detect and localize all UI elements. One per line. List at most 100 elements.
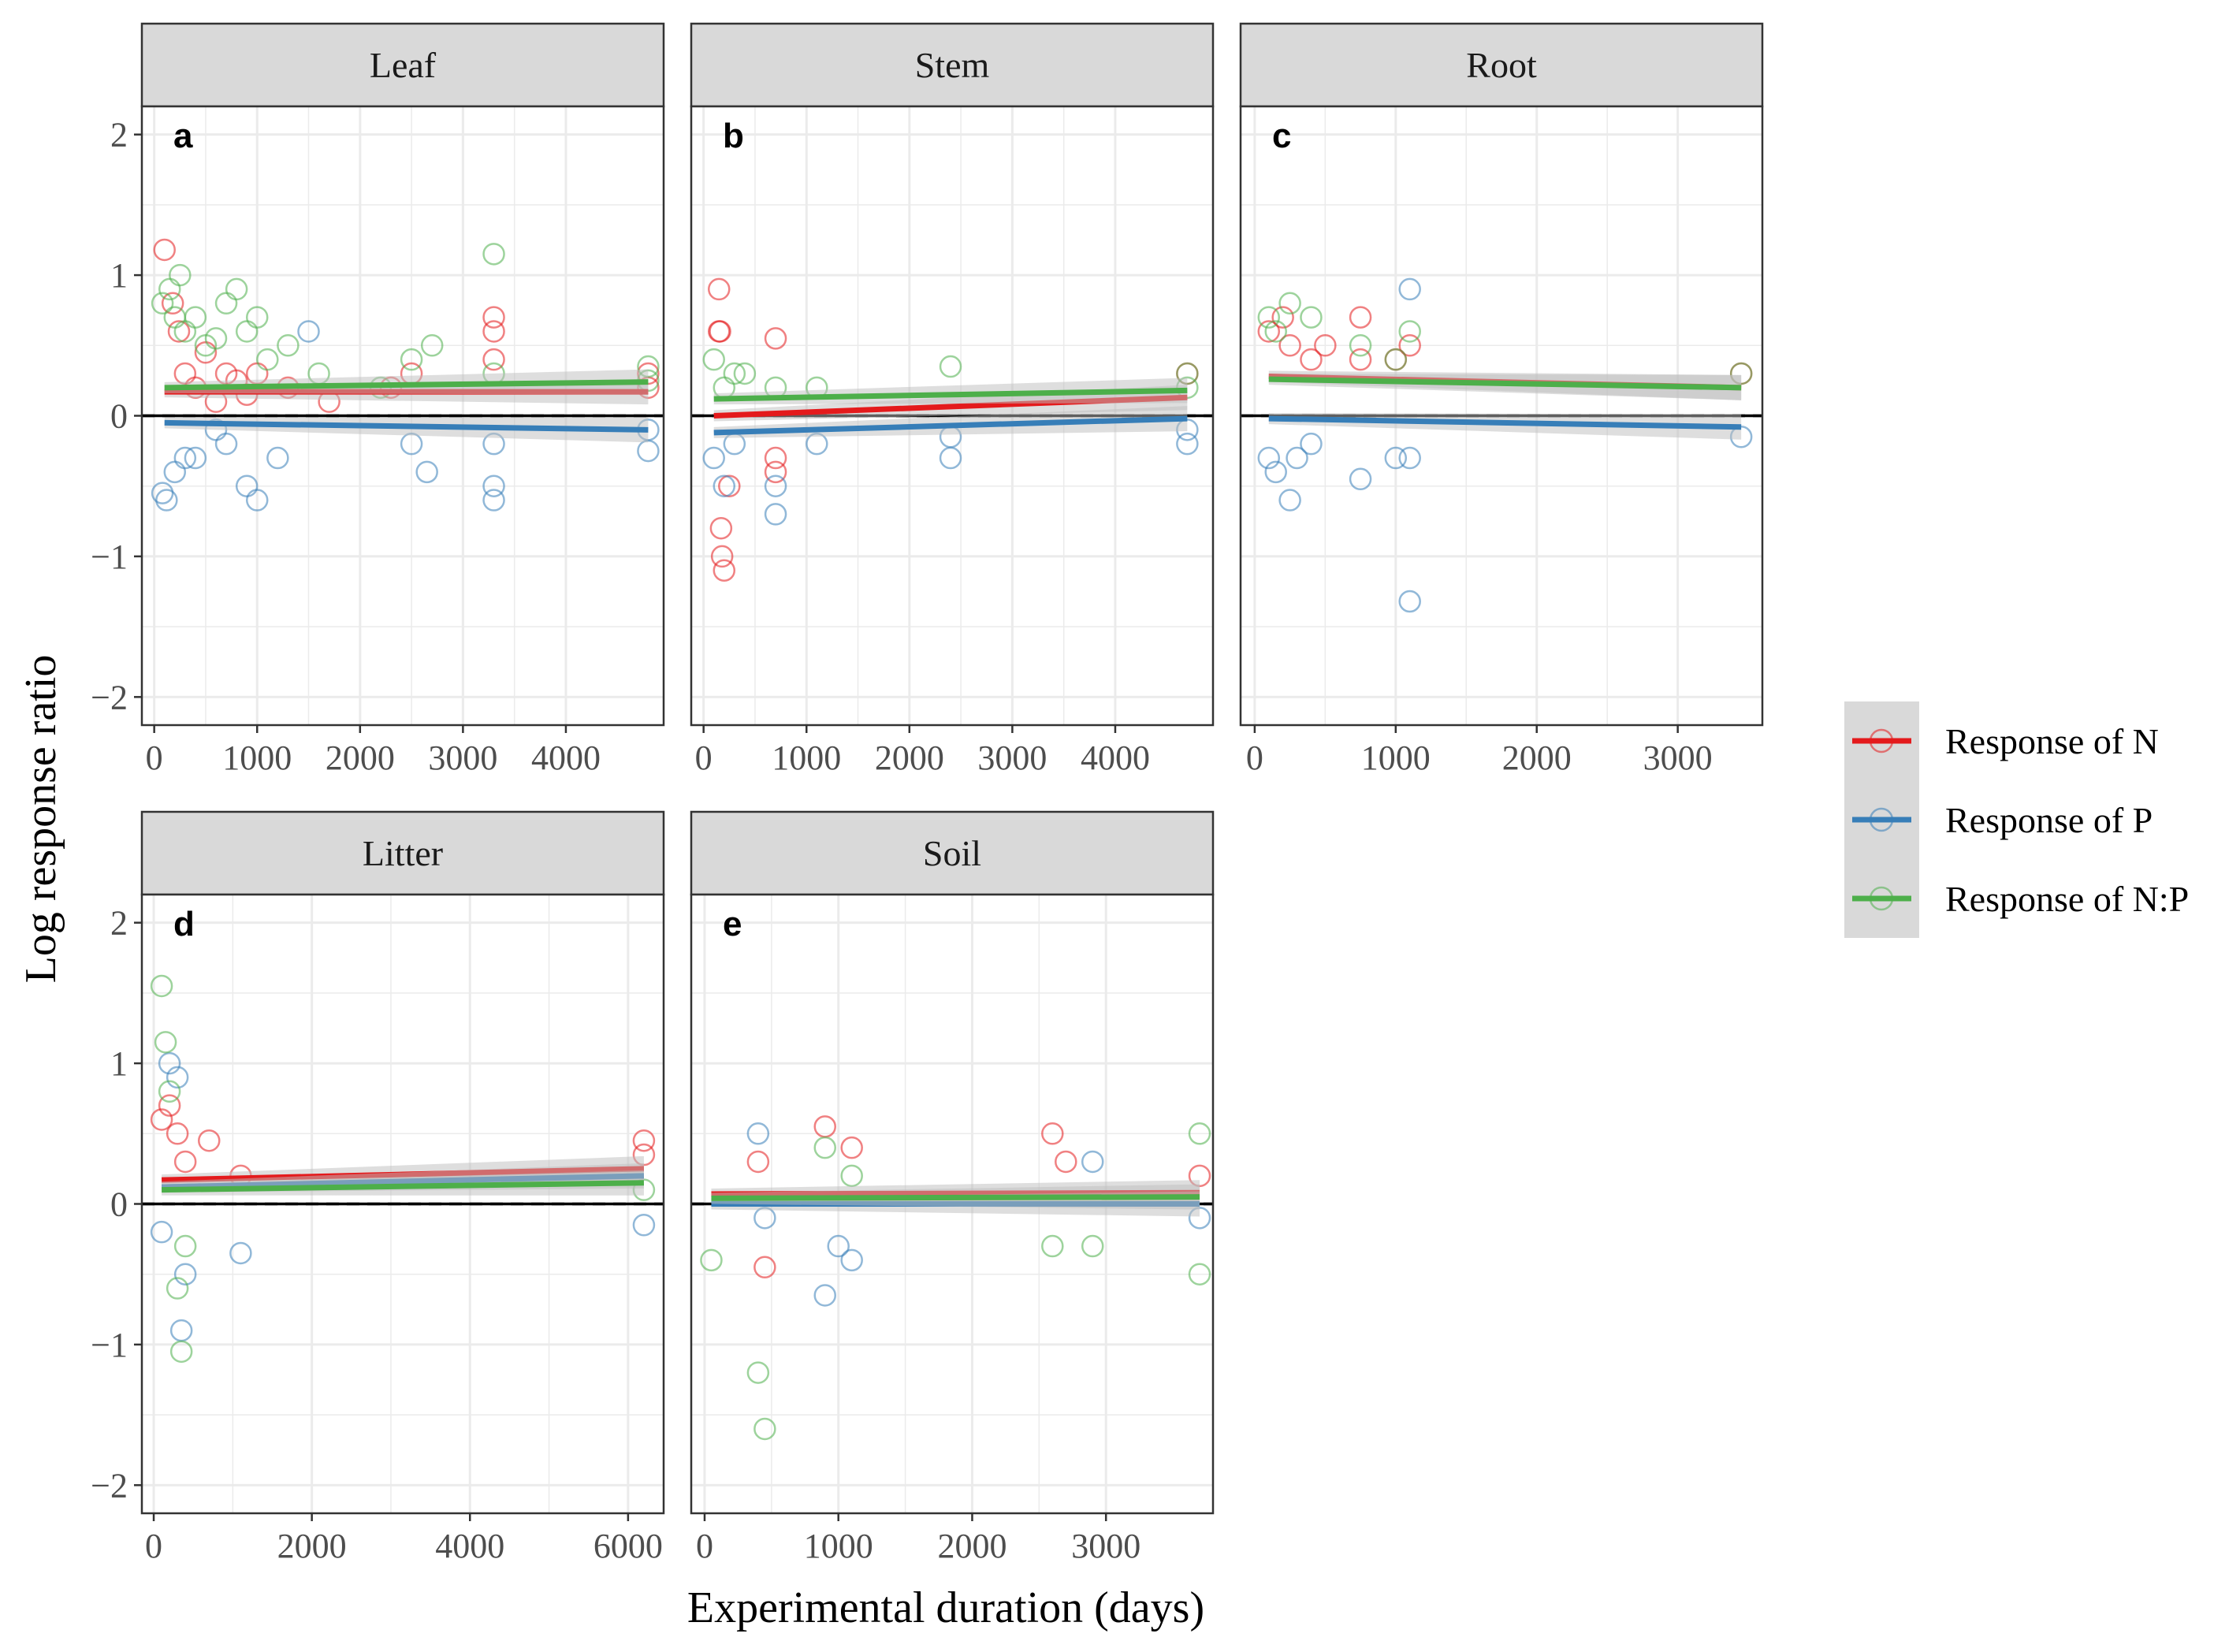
point-n [158, 1094, 181, 1117]
point-n [718, 474, 741, 497]
x-tick-label: 0 [146, 739, 163, 777]
point-p [764, 503, 787, 526]
x-tick-label: 1000 [222, 739, 292, 777]
point-n [709, 516, 733, 540]
x-tick-label: 2000 [937, 1527, 1007, 1565]
point-n [482, 348, 505, 371]
panel-litter: Litter d −2 −1 0 1 2 0 2000 4000 6000 [91, 810, 665, 1565]
x-tick-label: 3000 [1643, 739, 1713, 777]
y-tick-label: −2 [91, 1466, 128, 1505]
point-n [482, 306, 505, 329]
point-np [1300, 306, 1323, 329]
facet-strip [690, 810, 1215, 896]
panel-root: Root c 0 1000 2000 3000 [1239, 22, 1764, 777]
facet-strip-label: Soil [923, 833, 981, 873]
x-tick-label: 4000 [531, 739, 601, 777]
point-np [1081, 1234, 1104, 1258]
point-p [297, 320, 320, 343]
y-tick-label: 1 [110, 1044, 128, 1083]
point-np [702, 348, 725, 371]
point-p [184, 446, 207, 470]
point-n [1398, 334, 1421, 357]
point-n [198, 1129, 221, 1152]
point-n [764, 327, 787, 350]
point-n [167, 320, 191, 343]
panel-leaf: Leaf a −2 −1 0 1 2 0 1000 2000 3000 4000 [91, 22, 665, 777]
point-n [1349, 306, 1372, 329]
x-tick-label: 0 [696, 1527, 713, 1565]
point-n [1278, 334, 1301, 357]
point-np [204, 327, 228, 350]
point-p [173, 446, 197, 470]
y-tick-label: 0 [110, 397, 128, 436]
x-tick-label: 4000 [1081, 739, 1150, 777]
point-np [1041, 1234, 1064, 1258]
point-np [245, 306, 269, 329]
point-n [1349, 348, 1372, 371]
facet-strip-label: Leaf [370, 45, 437, 85]
x-tick-label: 0 [145, 1527, 162, 1565]
data-points [700, 1115, 1211, 1441]
point-p [1300, 432, 1323, 456]
point-np [939, 355, 962, 378]
point-n [753, 1256, 776, 1279]
facet-strip [1239, 22, 1764, 108]
x-tick-label: 0 [1246, 739, 1263, 777]
x-tick-label: 0 [695, 739, 713, 777]
trend-line-p [164, 419, 649, 433]
x-tick-label: 3000 [428, 739, 497, 777]
point-n [708, 277, 731, 301]
legend-label-p: Response of P [1945, 800, 2153, 840]
point-p [1398, 590, 1421, 613]
point-n [166, 1122, 189, 1145]
facet-strip [140, 22, 665, 108]
point-n [632, 1129, 656, 1152]
facet-strip [140, 810, 665, 896]
point-p [150, 1220, 173, 1244]
x-tick-label: 3000 [977, 739, 1047, 777]
panel-border [690, 893, 1215, 1515]
point-p [1286, 446, 1308, 470]
point-np [158, 1080, 181, 1103]
point-p [245, 489, 269, 512]
legend-label-n: Response of N [1945, 721, 2159, 761]
x-tick-label: 3000 [1071, 1527, 1140, 1565]
point-p [1264, 460, 1287, 484]
point-p [713, 474, 736, 497]
point-np [169, 1340, 193, 1364]
point-p [840, 1248, 863, 1272]
point-np [169, 263, 192, 287]
point-np [400, 348, 423, 371]
x-tick-label: 2000 [875, 739, 944, 777]
point-np [173, 1234, 197, 1258]
trend-line-np [1268, 376, 1742, 391]
point-p [827, 1234, 850, 1258]
point-np [1349, 334, 1372, 357]
point-p [632, 1214, 656, 1237]
panel-letter: b [723, 117, 744, 155]
point-np [746, 1361, 770, 1384]
point-p [482, 474, 505, 497]
panel-border [1239, 105, 1764, 727]
point-n [710, 545, 734, 568]
panel-stem: Stem b 0 1000 2000 3000 4000 [690, 22, 1215, 777]
point-n [746, 1150, 770, 1174]
point-n [173, 1150, 197, 1174]
trend-line-np [713, 387, 1188, 402]
point-np [1257, 306, 1281, 329]
point-np [184, 306, 207, 329]
point-n [764, 460, 787, 484]
y-axis-title: Log response ratio [17, 655, 65, 984]
point-np [225, 277, 248, 301]
point-p [173, 1263, 197, 1286]
point-p [266, 446, 289, 470]
point-n [1300, 348, 1323, 371]
trend-line-p [1268, 415, 1742, 430]
point-np [1384, 348, 1408, 371]
panel-letter: a [173, 117, 193, 155]
legend: Response of N Response of P Response of N:… [1844, 701, 2189, 938]
facet-strip-label: Stem [915, 45, 990, 85]
point-np [813, 1136, 836, 1159]
panel-border [690, 105, 1215, 727]
